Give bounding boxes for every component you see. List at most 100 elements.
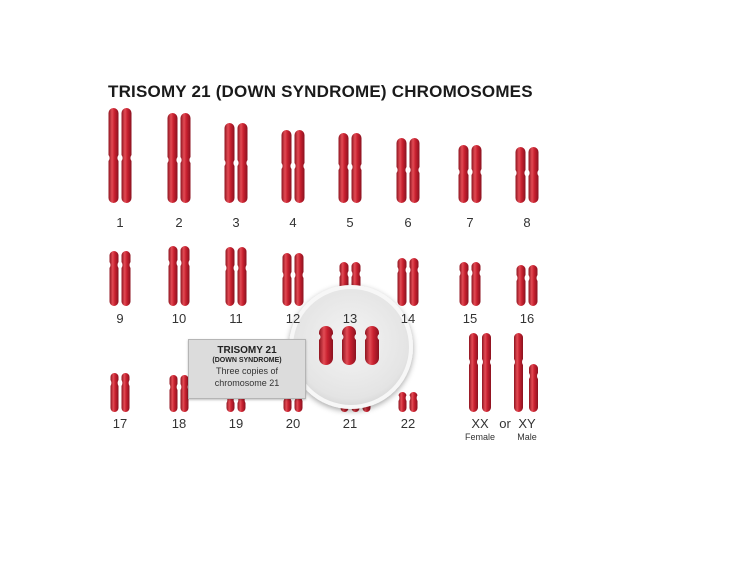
pair-label-8: 8 <box>523 215 531 230</box>
chromosome-10-b <box>180 246 190 306</box>
chromosome-pair-12 <box>282 253 304 306</box>
chromosome-14-a <box>397 258 407 306</box>
chromosome-16-a <box>516 265 526 306</box>
chromosome-17-b <box>121 373 130 412</box>
chromosome-14-b <box>409 258 419 306</box>
chromosome-18-b <box>180 375 189 412</box>
x-chromosome-female-b <box>482 333 491 412</box>
or-label: or <box>499 416 511 431</box>
chromosome-12-b <box>294 253 304 306</box>
trisomy-callout: TRISOMY 21 (DOWN SYNDROME) Three copies … <box>188 339 306 399</box>
magnified-trisomy-21 <box>319 326 379 365</box>
pair-label-20: 20 <box>285 416 301 431</box>
chromosome-pair-17 <box>110 373 130 412</box>
chromosome-2-a <box>167 113 178 204</box>
chromosome-pair-3 <box>224 123 248 204</box>
callout-line-2: chromosome 21 <box>214 378 280 388</box>
chromosome-pair-10 <box>168 246 190 306</box>
chromosome-18-a <box>169 375 178 412</box>
chromosome-3-a <box>224 123 235 204</box>
chromosome-pair-7 <box>458 145 482 204</box>
pair-label-7: 7 <box>466 215 474 230</box>
chromosome-6-b <box>409 138 420 204</box>
chromosome-5-b <box>351 133 362 204</box>
y-chromosome-male <box>529 364 538 412</box>
chromosome-pair-14 <box>397 258 419 306</box>
pair-label-11: 11 <box>229 311 243 326</box>
xy-label: XY <box>518 416 536 431</box>
chromosome-22-b <box>409 392 418 412</box>
chromosome-pair-18 <box>169 375 189 412</box>
chromosome-17-a <box>110 373 119 412</box>
chromosome-layer <box>108 108 539 412</box>
chromosome-11-a <box>225 247 235 306</box>
page-title: TRISOMY 21 (DOWN SYNDROME) CHROMOSOMES <box>108 82 533 101</box>
chromosome-22-a <box>398 392 407 412</box>
xx-label: XX <box>471 416 489 431</box>
chromosome-1-b <box>121 108 132 204</box>
chromosome-4-a <box>281 130 292 204</box>
magnified-chromosome-21-1 <box>319 326 333 365</box>
chromosome-3-b <box>237 123 248 204</box>
pair-label-3: 3 <box>232 215 240 230</box>
chromosome-pair-5 <box>338 133 362 204</box>
callout-line-1: Three copies of <box>215 366 279 376</box>
callout-subtitle: (DOWN SYNDROME) <box>212 357 282 364</box>
pair-label-1: 1 <box>116 215 124 230</box>
pair-label-18: 18 <box>171 416 187 431</box>
magnifier-layer <box>289 285 413 409</box>
pair-label-13: 13 <box>342 311 358 326</box>
pair-label-6: 6 <box>404 215 412 230</box>
chromosome-pair-9 <box>109 251 131 306</box>
pair-label-10: 10 <box>171 311 187 326</box>
magnified-chromosome-21-3 <box>365 326 379 365</box>
pair-label-21: 21 <box>342 416 358 431</box>
chromosome-4-b <box>294 130 305 204</box>
magnified-chromosome-21-2 <box>342 326 356 365</box>
chromosome-pair-11 <box>225 247 247 306</box>
x-chromosome-female-a <box>469 333 478 412</box>
chromosome-pair-2 <box>167 113 191 204</box>
chromosome-pair-22 <box>398 392 418 412</box>
chromosome-8-b <box>528 147 539 204</box>
pair-label-17: 17 <box>112 416 128 431</box>
chromosome-12-a <box>282 253 292 306</box>
sex-chromosomes <box>469 333 538 412</box>
chromosome-pair-4 <box>281 130 305 204</box>
pair-label-12: 12 <box>285 311 301 326</box>
chromosome-7-a <box>458 145 469 204</box>
chromosome-11-b <box>237 247 247 306</box>
chromosome-8-a <box>515 147 526 204</box>
chromosome-15-b <box>471 262 481 306</box>
pair-label-22: 22 <box>400 416 416 431</box>
pair-label-16: 16 <box>519 311 535 326</box>
callout-title: TRISOMY 21 <box>217 345 277 356</box>
pair-label-14: 14 <box>400 311 416 326</box>
chromosome-16-b <box>528 265 538 306</box>
pair-label-5: 5 <box>346 215 354 230</box>
x-chromosome-male <box>514 333 523 412</box>
pair-label-4: 4 <box>289 215 297 230</box>
chromosome-pair-1 <box>108 108 132 204</box>
chromosome-pair-16 <box>516 265 538 306</box>
chromosome-1-a <box>108 108 119 204</box>
chromosome-2-b <box>180 113 191 204</box>
pair-label-19: 19 <box>228 416 244 431</box>
chromosome-6-a <box>396 138 407 204</box>
chromosome-9-b <box>121 251 131 306</box>
chromosome-pair-15 <box>459 262 481 306</box>
chromosome-10-a <box>168 246 178 306</box>
female-label: Female <box>464 432 496 442</box>
chromosome-5-a <box>338 133 349 204</box>
chromosome-7-b <box>471 145 482 204</box>
pair-label-15: 15 <box>462 311 478 326</box>
chromosome-pair-8 <box>515 147 539 204</box>
chromosome-15-a <box>459 262 469 306</box>
pair-label-2: 2 <box>175 215 183 230</box>
male-label: Male <box>517 432 537 442</box>
chromosome-pair-6 <box>396 138 420 204</box>
chromosome-9-a <box>109 251 119 306</box>
pair-label-9: 9 <box>116 311 124 326</box>
